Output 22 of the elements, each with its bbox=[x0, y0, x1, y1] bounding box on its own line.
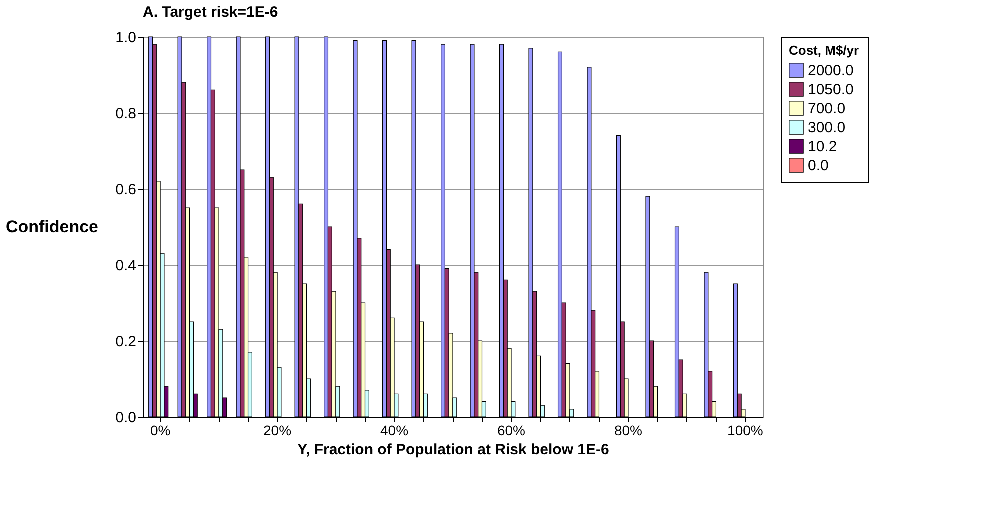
x-tick-label: 80% bbox=[614, 422, 642, 438]
y-tick-label: 1.0 bbox=[116, 30, 136, 46]
legend-label: 2000.0 bbox=[808, 62, 854, 80]
x-tick-label: 100% bbox=[728, 422, 764, 438]
legend-title: Cost, M$/yr bbox=[789, 43, 860, 58]
chart-title: A. Target risk=1E-6 bbox=[143, 4, 278, 21]
y-tick-label: 0.8 bbox=[116, 106, 136, 122]
legend-label: 700.0 bbox=[808, 100, 846, 118]
y-tick-label: 0.2 bbox=[116, 334, 136, 350]
legend-label: 10.2 bbox=[808, 138, 838, 156]
y-axis-title: Confidence bbox=[6, 218, 98, 236]
y-tick-label: 0.0 bbox=[116, 410, 136, 426]
legend-label: 0.0 bbox=[808, 158, 829, 174]
legend-label: 1050.0 bbox=[808, 82, 854, 98]
x-axis-title: Y, Fraction of Population at Risk below 1E-6 bbox=[298, 442, 610, 458]
y-tick-label: 0.6 bbox=[116, 182, 136, 198]
y-tick-label: 0.4 bbox=[116, 258, 136, 274]
x-tick-label: 0% bbox=[150, 422, 171, 438]
x-tick-label: 40% bbox=[380, 422, 409, 438]
x-tick-label: 20% bbox=[264, 422, 292, 438]
x-tick-label: 60% bbox=[497, 422, 526, 438]
legend-label: 300.0 bbox=[808, 120, 846, 136]
